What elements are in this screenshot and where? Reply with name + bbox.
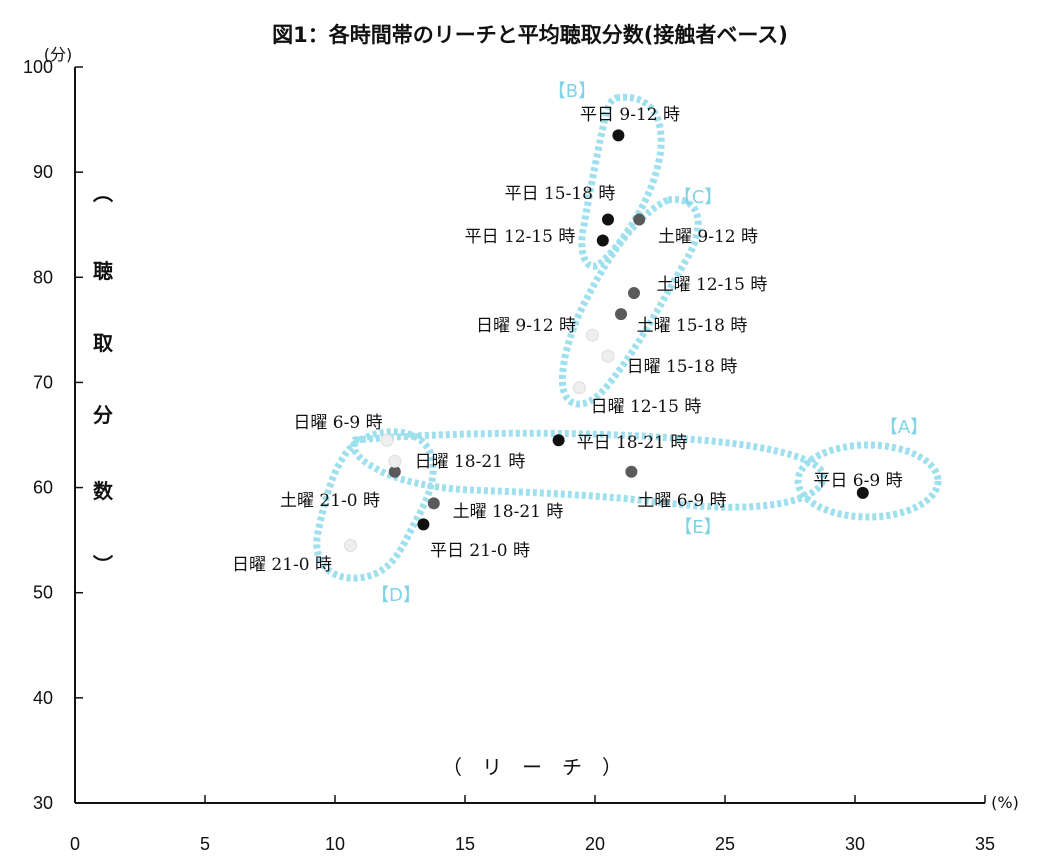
data-point-label: 平日 18-21 時 — [577, 433, 688, 453]
y-tick-label: 100 — [23, 57, 53, 77]
group-label: 【A】 — [880, 417, 928, 438]
x-tick-label: 35 — [975, 834, 995, 854]
x-axis-unit: (%) — [991, 793, 1019, 812]
data-point-label: 日曜 6-9 時 — [293, 413, 382, 433]
data-point — [601, 349, 615, 363]
group-d-outline — [313, 428, 437, 582]
y-tick-label: 80 — [33, 267, 53, 287]
data-point — [344, 538, 358, 552]
y-tick-label: 90 — [33, 162, 53, 182]
data-point-label: 日曜 18-21 時 — [415, 452, 526, 472]
y-label-char: 数 — [93, 479, 114, 503]
y-label-char: ︶ — [93, 553, 113, 577]
data-point — [602, 213, 614, 226]
y-label-char: ︵ — [93, 181, 113, 205]
data-point — [633, 213, 646, 226]
y-axis-unit: (分) — [44, 45, 73, 64]
data-point-label: 日曜 21-0 時 — [232, 555, 332, 575]
group-label: 【B】 — [548, 81, 596, 102]
group-b-outline — [578, 93, 665, 270]
data-point — [552, 434, 565, 447]
data-point — [417, 518, 430, 531]
y-tick-label: 50 — [33, 583, 53, 603]
x-tick-label: 20 — [585, 834, 605, 854]
x-axis-label: （ リ ー チ ） — [442, 755, 622, 779]
data-point — [596, 234, 609, 247]
data-point-label: 平日 6-9 時 — [813, 471, 902, 491]
axes — [74, 66, 986, 804]
y-label-char: 取 — [93, 331, 113, 355]
data-point-label: 土曜 6-9 時 — [637, 491, 726, 511]
data-point-labels: 平日 9-12 時平日 15-18 時平日 12-15 時平日 18-21 時平… — [232, 105, 903, 575]
data-point — [628, 287, 640, 300]
data-point-label: 日曜 9-12 時 — [476, 316, 576, 336]
data-point-label: 土曜 12-15 時 — [657, 275, 768, 295]
data-point-label: 土曜 21-0 時 — [280, 491, 380, 511]
group-outlines — [313, 93, 942, 582]
group-a-outline — [794, 441, 942, 521]
group-c-outline — [558, 195, 702, 408]
data-point — [380, 433, 394, 447]
data-point-label: 平日 15-18 時 — [505, 184, 616, 204]
data-point-label: 日曜 15-18 時 — [627, 357, 738, 377]
data-point-label: 平日 21-0 時 — [430, 541, 530, 561]
group-e-outline — [350, 429, 827, 511]
y-tick-label: 70 — [33, 372, 53, 392]
data-point — [612, 129, 625, 142]
x-tick-label: 5 — [200, 834, 210, 854]
y-axis-label: ︵ 聴取分数 ︶ — [93, 181, 114, 577]
data-point-label: 日曜 12-15 時 — [591, 397, 702, 417]
y-tick-label: 30 — [33, 793, 53, 813]
data-point — [585, 328, 599, 342]
group-labels: 【A】 【B】【C】【D】 【E】 — [371, 81, 928, 606]
x-tick-label: 30 — [845, 834, 865, 854]
tick-labels: 0 5 10 15 20 25 30 35 30 40 50 60 70 80 90 100 — [23, 57, 995, 854]
data-point-label: 土曜 9-12 時 — [658, 227, 758, 247]
y-label-char: 分 — [93, 403, 113, 427]
y-tick-label: 60 — [33, 478, 53, 498]
data-point — [388, 454, 402, 468]
data-point — [856, 486, 869, 499]
data-point — [615, 308, 627, 321]
data-point-label: 土曜 15-18 時 — [637, 316, 748, 336]
group-label: 【D】 — [371, 585, 421, 606]
group-label: 【E】 — [674, 517, 721, 538]
chart-title: 図1：各時間帯のリーチと平均聴取分数(接触者ベース) — [272, 23, 788, 47]
data-point — [572, 381, 586, 395]
data-point — [427, 497, 440, 510]
x-tick-label: 15 — [455, 834, 475, 854]
data-point — [625, 465, 638, 478]
data-points — [344, 129, 869, 552]
data-point-label: 平日 9-12 時 — [580, 105, 680, 125]
x-tick-label: 10 — [325, 834, 345, 854]
data-point-label: 土曜 18-21 時 — [453, 502, 564, 522]
x-tick-label: 25 — [715, 834, 735, 854]
data-point — [388, 465, 401, 478]
y-label-char: 聴 — [93, 259, 113, 283]
group-label: 【C】 — [674, 187, 723, 208]
y-tick-label: 40 — [33, 688, 53, 708]
x-tick-label: 0 — [70, 834, 80, 854]
data-point-label: 平日 12-15 時 — [465, 227, 576, 247]
